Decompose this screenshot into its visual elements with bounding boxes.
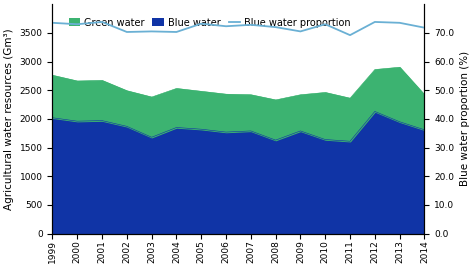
Blue water proportion bbox=[223, 25, 229, 28]
Line: Blue water proportion: Blue water proportion bbox=[53, 22, 424, 35]
Blue water proportion bbox=[372, 20, 378, 23]
Blue water proportion bbox=[347, 34, 353, 37]
Blue water proportion bbox=[298, 30, 303, 33]
Blue water proportion bbox=[322, 23, 328, 26]
Blue water proportion bbox=[273, 26, 279, 29]
Blue water proportion bbox=[124, 30, 130, 34]
Y-axis label: Blue water proportion (%): Blue water proportion (%) bbox=[460, 51, 470, 186]
Blue water proportion bbox=[199, 22, 204, 25]
Y-axis label: Agricultural water resources (Gm³): Agricultural water resources (Gm³) bbox=[4, 28, 14, 210]
Blue water proportion bbox=[248, 23, 254, 26]
Blue water proportion bbox=[397, 21, 402, 24]
Blue water proportion bbox=[50, 21, 55, 24]
Legend: Green water, Blue water, Blue water proportion: Green water, Blue water, Blue water prop… bbox=[65, 14, 355, 32]
Blue water proportion bbox=[421, 26, 427, 29]
Blue water proportion bbox=[99, 20, 105, 23]
Blue water proportion bbox=[173, 30, 179, 34]
Blue water proportion bbox=[74, 23, 80, 26]
Blue water proportion bbox=[149, 30, 155, 33]
